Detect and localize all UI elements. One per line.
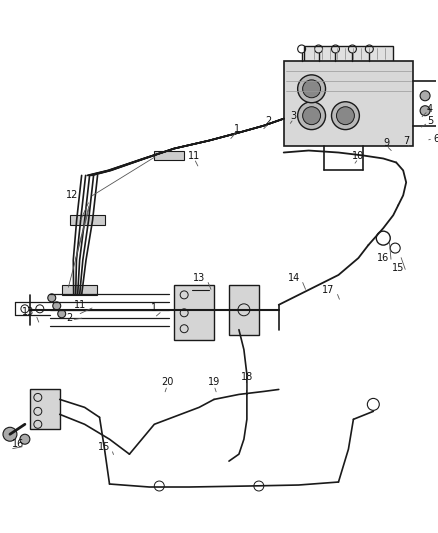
Circle shape [298,102,325,130]
Circle shape [303,107,321,125]
Text: 11: 11 [74,300,86,310]
Text: 15: 15 [99,442,111,452]
Text: 13: 13 [193,273,205,283]
Text: 4: 4 [427,104,433,114]
Text: 16: 16 [12,439,24,449]
Text: 9: 9 [383,138,389,148]
Text: 2: 2 [67,313,73,323]
Text: 20: 20 [161,377,173,387]
Text: 15: 15 [392,263,404,273]
Circle shape [420,91,430,101]
Bar [70,215,105,225]
Text: 13: 13 [22,307,34,317]
Text: 1: 1 [151,303,157,313]
Text: 17: 17 [322,285,335,295]
Bar [30,390,60,429]
Text: 11: 11 [188,150,200,160]
Text: 19: 19 [208,377,220,387]
Text: 5: 5 [427,116,433,126]
Bar [154,150,184,160]
Bar [304,46,393,66]
Circle shape [332,102,359,130]
Bar [229,285,259,335]
Text: 16: 16 [377,253,389,263]
Circle shape [420,106,430,116]
Bar [174,285,214,340]
Circle shape [3,427,17,441]
Bar [284,61,413,146]
Text: 14: 14 [288,273,300,283]
Text: 1: 1 [234,124,240,134]
Circle shape [53,302,61,310]
Text: 7: 7 [403,135,409,146]
Circle shape [298,75,325,103]
Circle shape [48,294,56,302]
Circle shape [437,95,438,111]
Bar [62,285,96,295]
Text: 18: 18 [241,373,253,383]
Circle shape [336,107,354,125]
Circle shape [20,434,30,444]
Text: 6: 6 [433,134,438,143]
Circle shape [58,310,66,318]
Text: 10: 10 [352,150,364,160]
Text: 2: 2 [266,116,272,126]
Circle shape [303,80,321,98]
Text: 12: 12 [66,190,78,200]
Text: 3: 3 [290,111,297,120]
